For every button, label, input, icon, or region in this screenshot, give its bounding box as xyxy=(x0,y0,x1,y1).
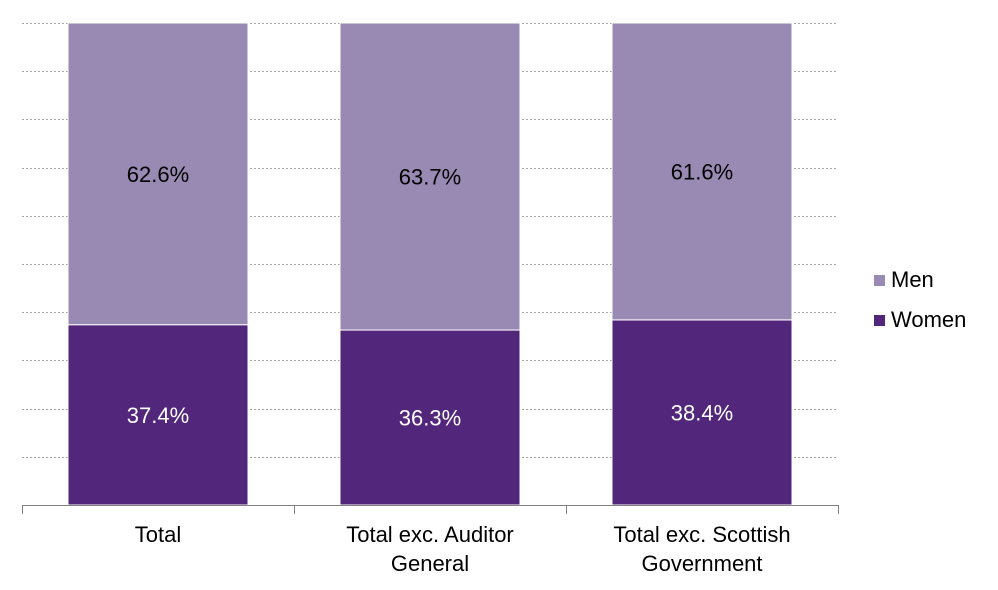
legend: Men Women xyxy=(874,260,966,340)
data-label-women: 38.4% xyxy=(671,400,733,425)
bars xyxy=(67,22,793,506)
data-labels: 37.4% 62.6% 36.3% 63.7% 38.4% 61.6% xyxy=(127,159,733,430)
data-label-men: 61.6% xyxy=(671,159,733,184)
data-label-women: 36.3% xyxy=(399,406,461,431)
bar-men xyxy=(67,22,249,326)
legend-label-men: Men xyxy=(891,267,934,292)
bar-women xyxy=(611,319,793,506)
legend-swatch-men xyxy=(874,274,885,286)
bar-men xyxy=(611,22,793,321)
x-tick-label: Total xyxy=(135,522,181,547)
legend-label-women: Women xyxy=(891,307,967,332)
bar-men xyxy=(339,22,521,331)
legend-swatch-women xyxy=(874,314,885,326)
data-label-women: 37.4% xyxy=(127,403,189,428)
x-tick-label: Total exc. Scottish Government xyxy=(613,522,790,576)
x-tick-label: Total exc. Auditor General xyxy=(346,522,514,576)
data-label-men: 62.6% xyxy=(127,162,189,187)
x-axis xyxy=(22,505,839,514)
category-labels: Total Total exc. Auditor General Total exc.… xyxy=(135,522,791,576)
data-label-men: 63.7% xyxy=(399,165,461,190)
legend-item-men: Men xyxy=(874,260,966,300)
legend-item-women: Women xyxy=(874,300,966,340)
